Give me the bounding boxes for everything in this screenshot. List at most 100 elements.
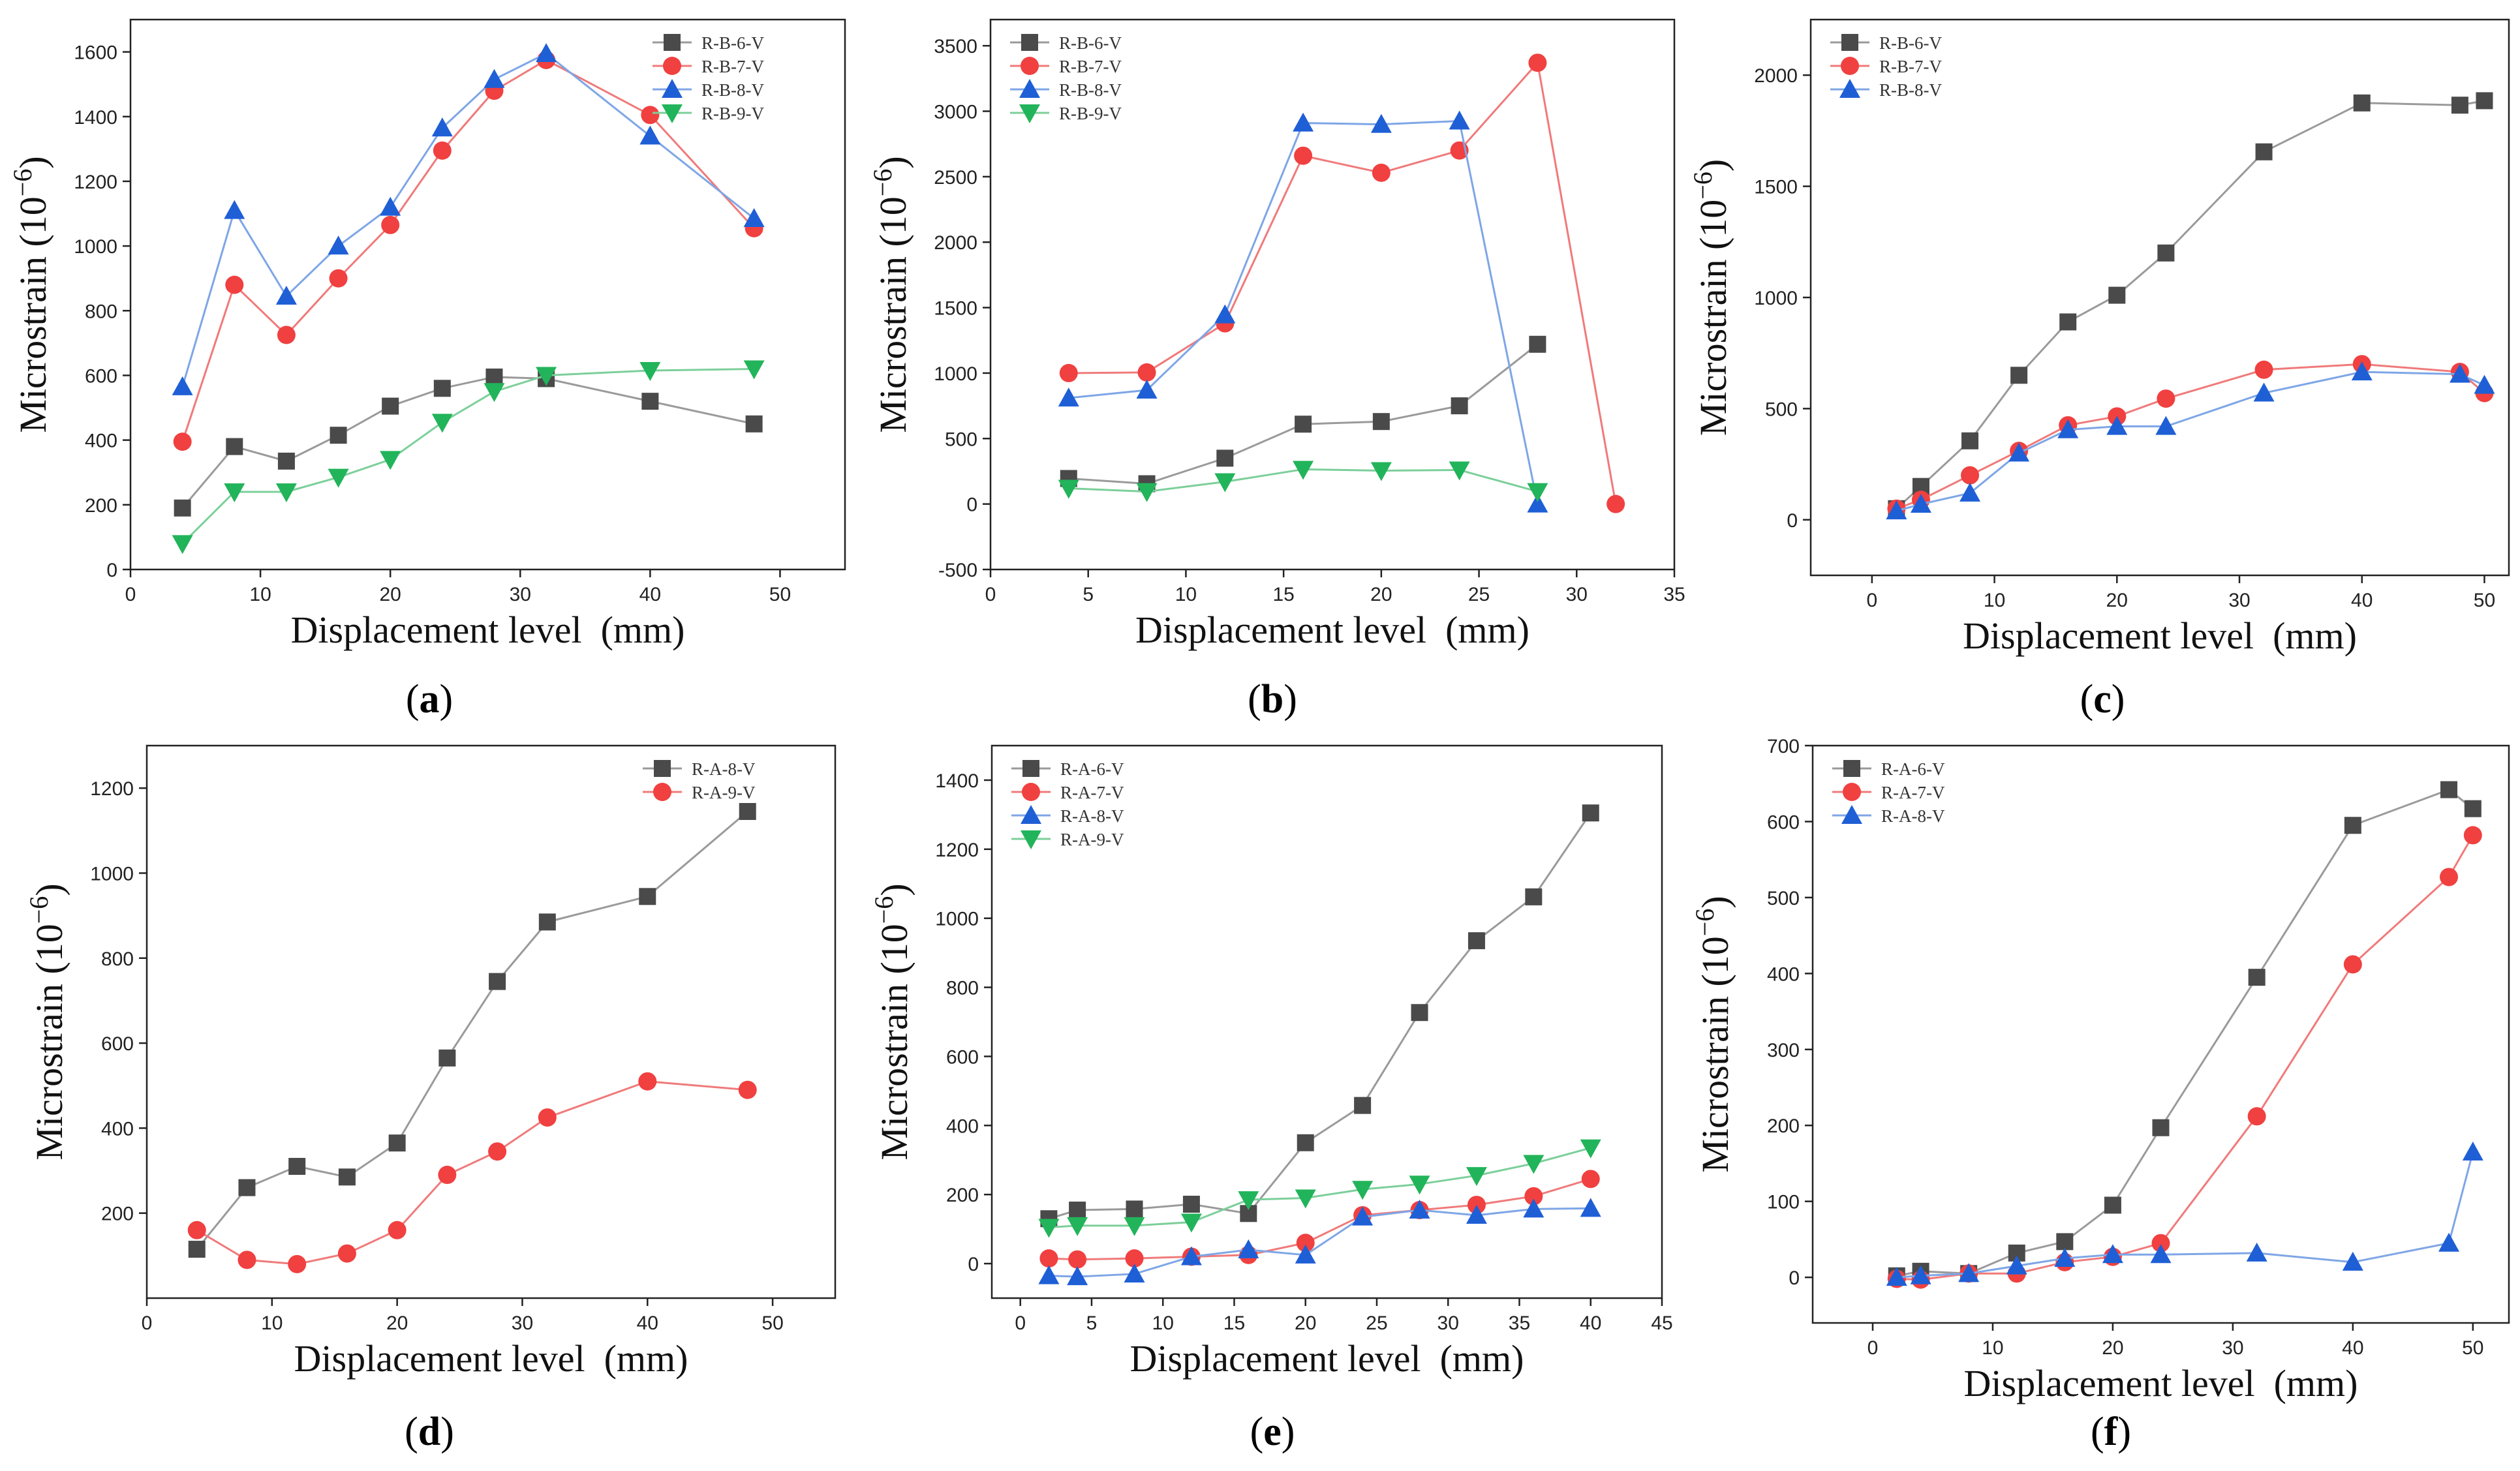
data-point <box>2151 1234 2170 1252</box>
series-R-B-9-V <box>1058 461 1548 502</box>
data-point <box>438 1166 457 1185</box>
data-point <box>330 427 347 444</box>
legend-marker <box>1839 79 1860 98</box>
y-tick-label: 600 <box>101 1033 134 1055</box>
y-axis-title: Microstrain (10−6) <box>868 156 914 432</box>
legend-label: R-B-7-V <box>1879 57 1942 76</box>
data-point <box>2451 97 2468 114</box>
series-line <box>1896 1151 2474 1279</box>
legend-label: R-A-6-V <box>1060 759 1124 779</box>
data-point <box>1293 461 1314 480</box>
data-point <box>2351 361 2373 381</box>
data-point <box>1294 146 1313 165</box>
legend-label: R-B-6-V <box>1879 33 1942 53</box>
data-point <box>1528 53 1547 72</box>
data-point <box>1180 1246 1202 1266</box>
x-axis-title: Displacement level (mm) <box>1130 1337 1524 1380</box>
y-tick-label: 500 <box>1767 888 1800 909</box>
data-point <box>488 1142 507 1161</box>
data-point <box>1126 1200 1143 1218</box>
series-R-A-7-V <box>1887 826 2482 1289</box>
data-point <box>1527 483 1548 502</box>
chart-panel-f: 0 10 20 30 40 500100200300400500600700Displac… <box>1690 736 2510 1454</box>
chart-panel-b: 0 5 10 15 20 25 30 35 -500 0 500 1000 1500 2000 2500 30… <box>868 18 1685 721</box>
y-tick-label: 1000 <box>90 863 134 885</box>
data-point <box>1067 1217 1088 1236</box>
data-point <box>1354 1097 1372 1114</box>
legend-label: R-A-7-V <box>1060 783 1124 802</box>
data-point <box>2008 442 2030 462</box>
data-point <box>1886 500 1907 520</box>
series-R-A-8-V <box>188 802 756 1258</box>
legend-label: R-B-9-V <box>701 104 764 123</box>
data-point <box>380 451 401 470</box>
x-tick-label: 30 <box>2222 1337 2243 1359</box>
data-point <box>538 1108 557 1127</box>
y-tick-label: 1200 <box>90 778 134 800</box>
y-tick-label: 500 <box>945 429 977 450</box>
data-point <box>1039 1249 1058 1268</box>
data-point <box>1038 1265 1060 1284</box>
data-point <box>1449 110 1470 130</box>
data-point <box>337 1244 356 1263</box>
y-tick-label: 1400 <box>935 770 979 792</box>
data-point <box>1180 1213 1202 1233</box>
series-R-A-8-V <box>1038 1198 1601 1286</box>
data-point <box>1582 804 1599 822</box>
series-R-A-6-V <box>1040 804 1599 1228</box>
y-tick-label: 3500 <box>934 36 977 57</box>
data-point <box>1409 1200 1430 1219</box>
legend: R-B-6-V R-B-7-V R-B-8-V R-B-9-V <box>1010 33 1122 123</box>
data-point <box>2150 1244 2172 1264</box>
data-point <box>639 362 661 382</box>
data-point <box>1961 432 1979 449</box>
data-point <box>226 438 243 455</box>
data-point <box>172 376 193 395</box>
y-tick-label: 1200 <box>74 172 117 193</box>
x-tick-label: 20 <box>1370 584 1392 605</box>
y-tick-label: 400 <box>946 1115 979 1137</box>
y-tick-label: 200 <box>946 1185 979 1206</box>
legend-marker <box>664 34 681 51</box>
data-point <box>536 367 557 386</box>
series-line <box>1896 363 2485 510</box>
data-point <box>1058 387 1079 407</box>
series-line <box>181 368 754 545</box>
series-R-B-9-V <box>172 360 765 554</box>
x-tick-label: 0 <box>125 584 136 605</box>
data-point <box>1352 1206 1374 1226</box>
x-tick-label: 35 <box>1509 1312 1530 1334</box>
x-tick-label: 35 <box>1663 584 1685 605</box>
data-point <box>2343 955 2362 974</box>
data-point <box>1451 397 1468 415</box>
legend-label: R-A-9-V <box>692 783 756 802</box>
data-point <box>1068 1250 1087 1269</box>
data-point <box>2342 1251 2363 1271</box>
legend-label: R-A-8-V <box>1881 806 1945 826</box>
data-point <box>2102 1244 2123 1264</box>
legend-marker <box>1843 783 1861 801</box>
data-point <box>2440 781 2458 798</box>
data-point <box>1580 1139 1601 1159</box>
x-tick-label: 20 <box>1295 1312 1316 1334</box>
y-tick-label: 1400 <box>74 107 117 129</box>
data-point <box>743 360 765 380</box>
legend-label: R-B-7-V <box>1059 57 1122 76</box>
data-point <box>1293 112 1314 132</box>
x-tick-label: 25 <box>1366 1312 1387 1334</box>
data-point <box>1296 1234 1315 1252</box>
legend-marker <box>662 79 683 98</box>
legend-marker <box>654 760 671 777</box>
x-tick-label: 10 <box>1984 590 2005 611</box>
data-point <box>438 1049 456 1067</box>
y-tick-label: 0 <box>106 560 117 581</box>
x-tick-label: 50 <box>761 1312 783 1334</box>
data-point <box>1959 482 1981 502</box>
legend-marker <box>1021 830 1041 849</box>
x-tick-label: 50 <box>2462 1337 2483 1359</box>
legend-label: R-B-8-V <box>1879 80 1942 100</box>
data-point <box>388 1221 407 1239</box>
series-line <box>1896 788 2474 1277</box>
data-point <box>1370 114 1392 133</box>
y-tick-label: 2500 <box>934 167 977 189</box>
